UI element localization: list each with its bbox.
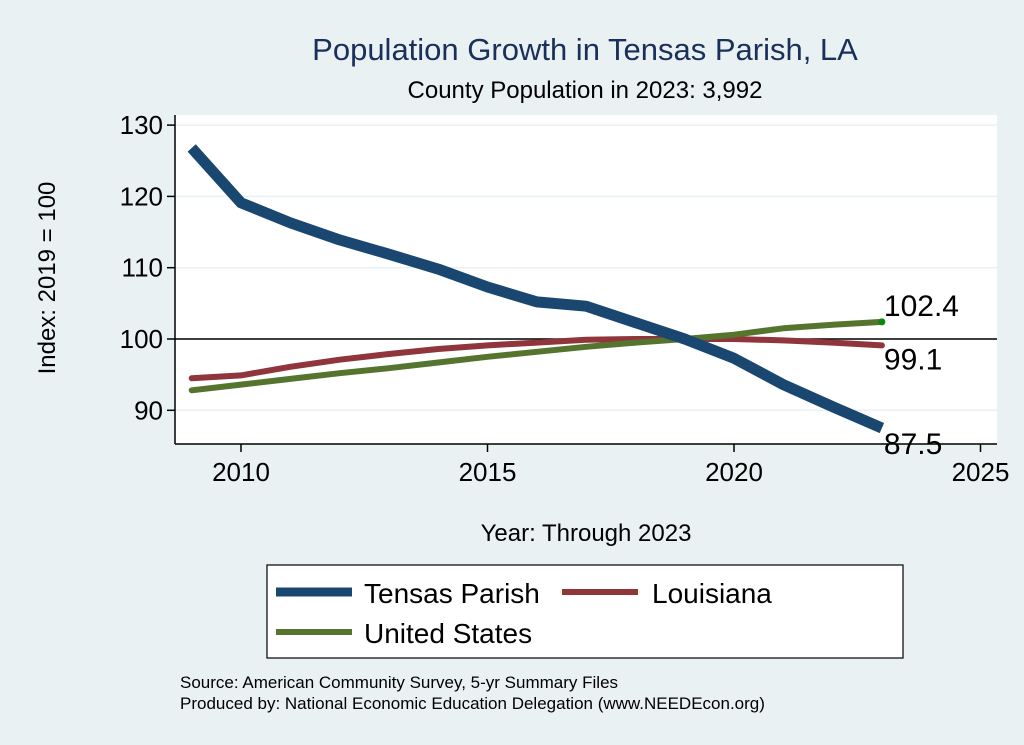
series-line-tensas-parish [187,144,885,434]
x-tick-label-2010: 2010 [212,457,270,487]
series-line-louisiana [188,336,885,382]
legend-label-louisiana: Louisiana [652,578,772,609]
y-axis-ticks: 90 100 110 120 130 [120,110,175,425]
x-axis-ticks: 2010 2015 2020 2025 [212,444,1009,487]
y-axis-title: Index: 2019 = 100 [34,182,61,375]
y-tick-label-130: 130 [120,110,163,140]
legend-label-tensas-parish: Tensas Parish [364,578,540,609]
y-tick-label-90: 90 [134,395,163,425]
x-tick-label-2025: 2025 [952,457,1010,487]
chart-subtitle: County Population in 2023: 3,992 [408,77,763,104]
axes [174,115,997,445]
y-tick-label-120: 120 [120,181,163,211]
plot-area [175,115,997,444]
series-line-united-states [188,318,885,394]
legend: Tensas Parish Louisiana United States [266,564,904,659]
end-label-united-states: 102.4 [884,290,959,323]
chart-title: Population Growth in Tensas Parish, LA [312,32,858,67]
x-axis-title: Year: Through 2023 [481,520,692,547]
legend-label-united-states: United States [364,618,532,649]
y-tick-label-100: 100 [120,324,163,354]
producer-note: Produced by: National Economic Education… [180,694,765,713]
source-note: Source: American Community Survey, 5-yr … [180,673,618,692]
x-tick-label-2020: 2020 [705,457,763,487]
legend-box [266,564,904,659]
x-tick-label-2015: 2015 [459,457,517,487]
series-lines [187,144,886,434]
end-labels: 87.5 99.1 102.4 [884,290,959,461]
end-label-louisiana: 99.1 [884,343,942,376]
y-tick-label-110: 110 [122,253,163,283]
end-label-tensas-parish: 87.5 [884,428,942,461]
end-marker-united-states [878,318,886,326]
